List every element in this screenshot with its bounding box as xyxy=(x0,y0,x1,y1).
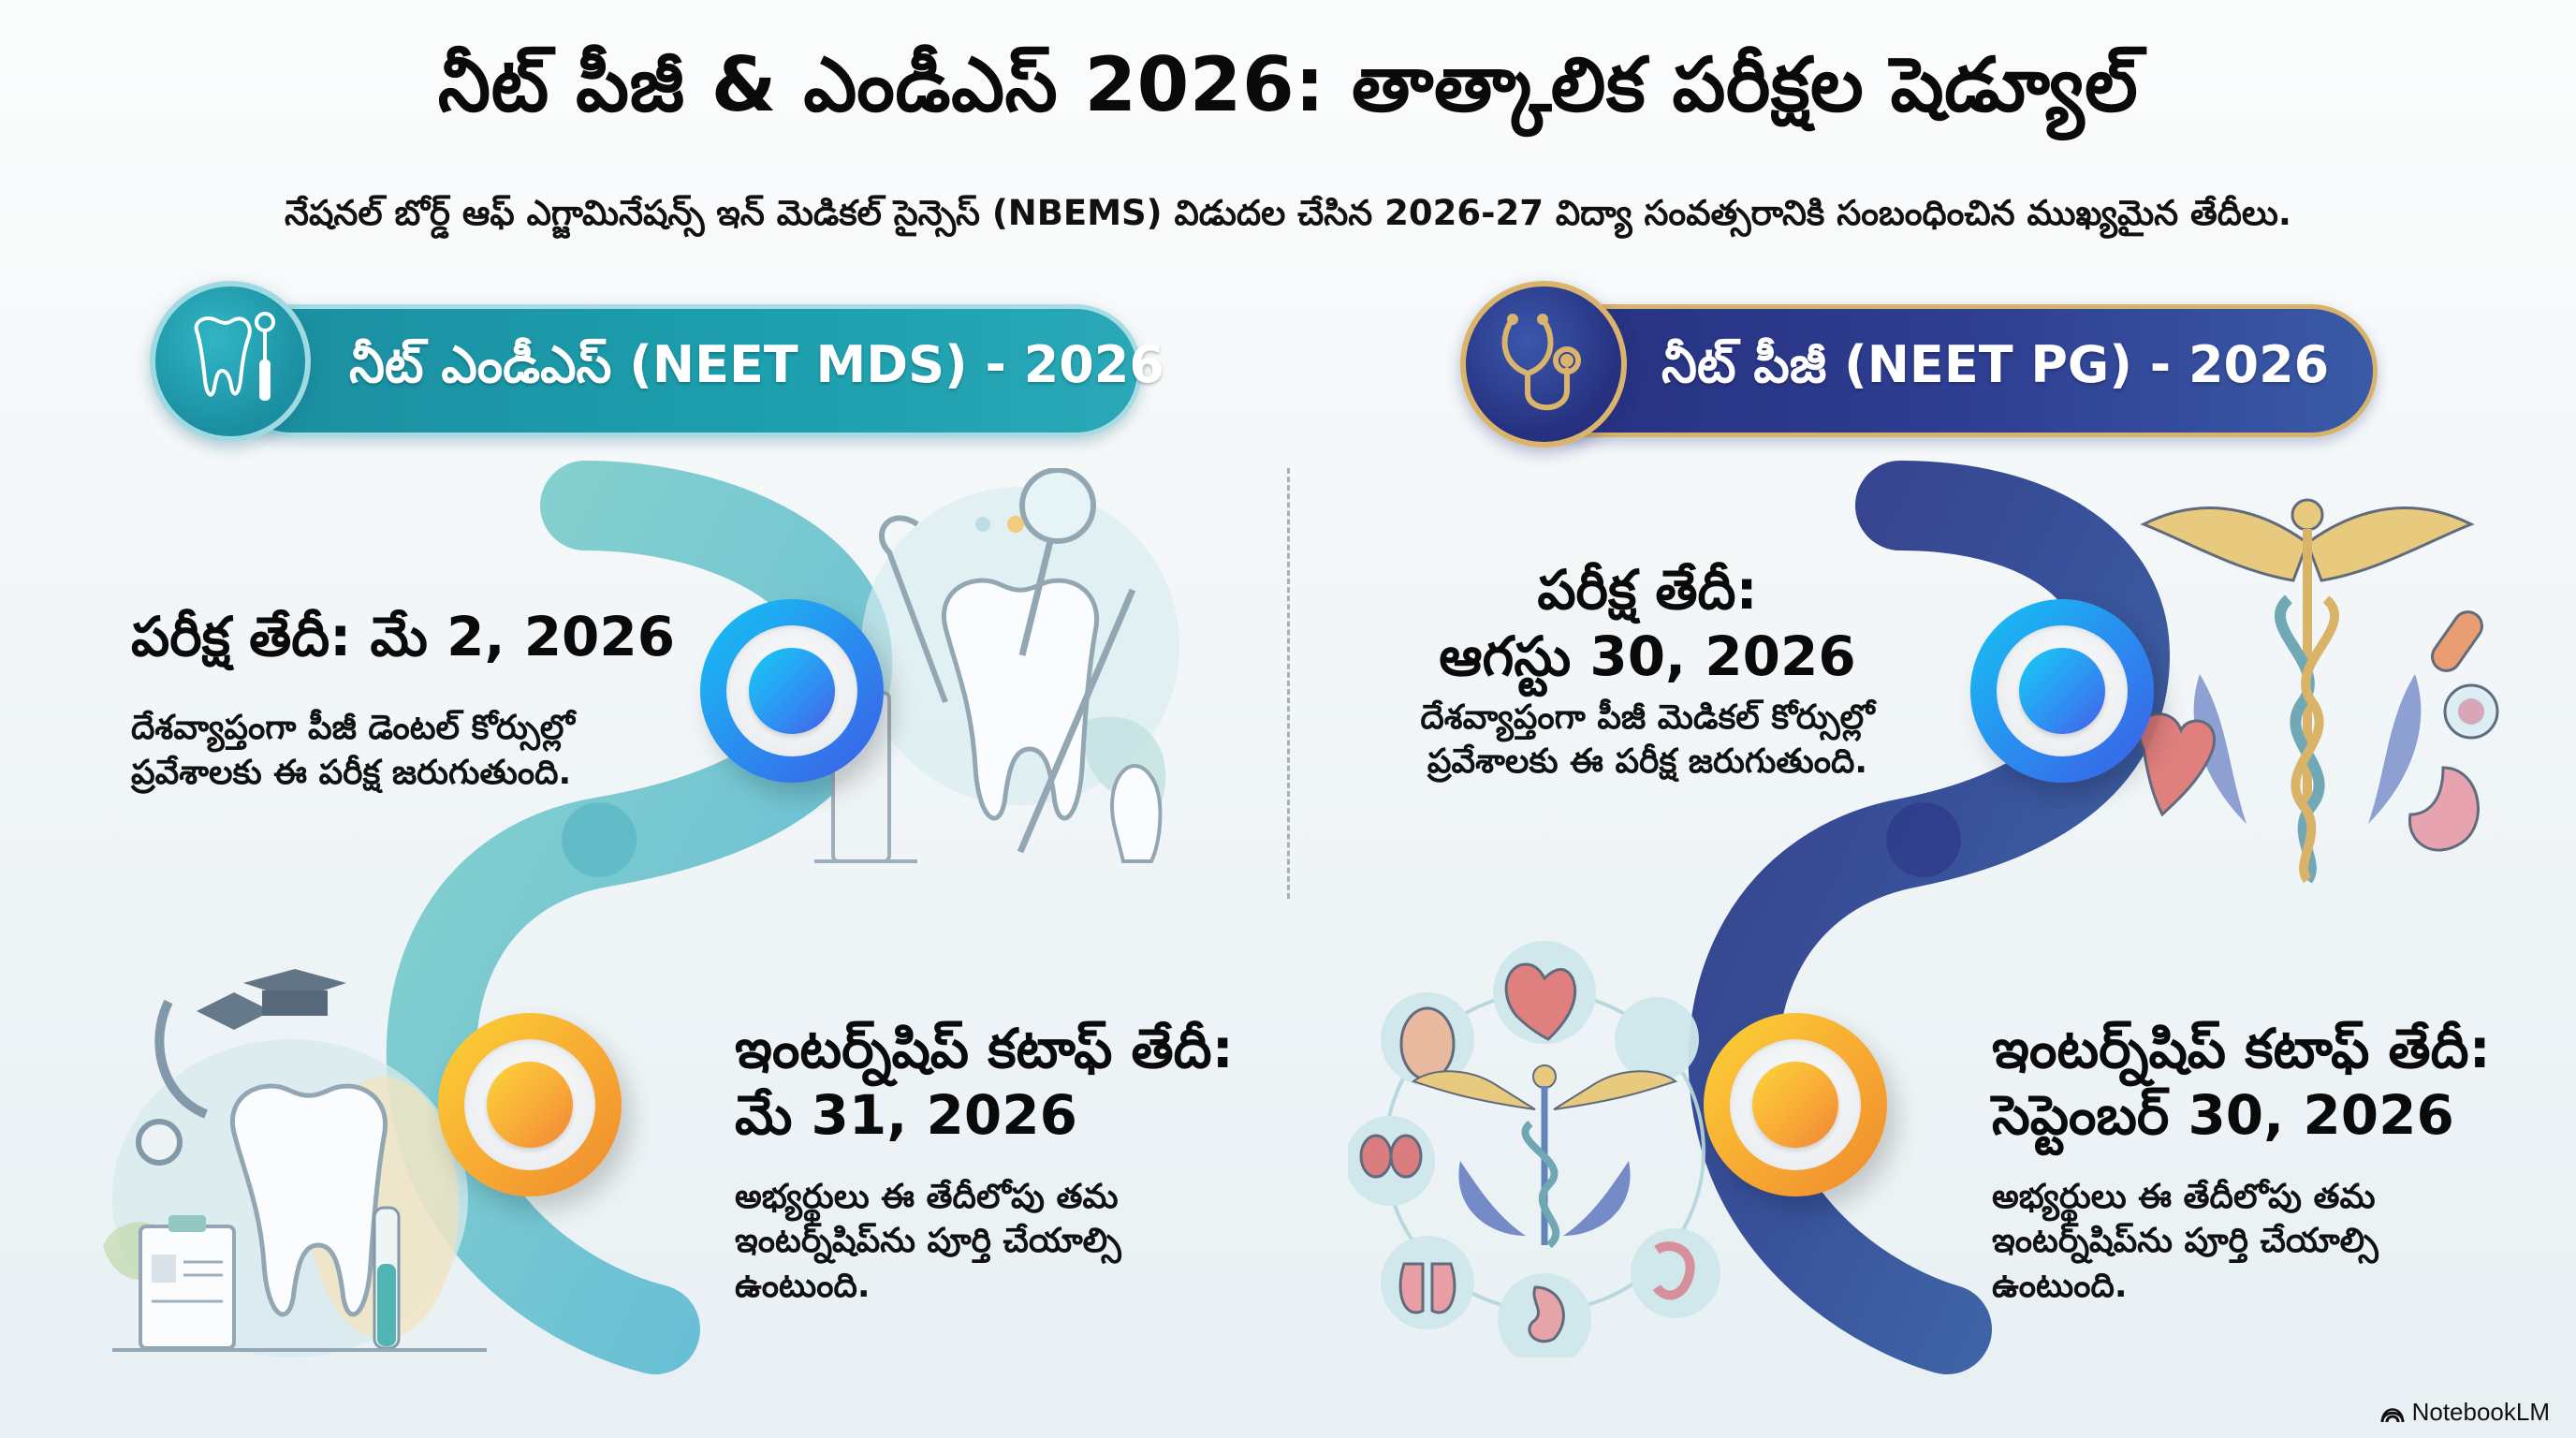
neet-pg-title: నీట్ పీజీ (NEET PG) - 2026 xyxy=(1661,334,2330,394)
pg-exam-date-heading: పరీక్ష తేదీ: xyxy=(1537,558,1758,622)
mds-exam-date-block: పరీక్ష తేదీ: మే 2, 2026 దేశవ్యాప్తంగా పీ… xyxy=(131,604,693,796)
pg-internship-cutoff-description-2: ఇంటర్న్‌షిప్‌ను పూర్తి చేయాల్సి xyxy=(1992,1222,2378,1261)
pg-internship-cutoff-description-1: అభ్యర్థులు ఈ తేదీలోపు తమ xyxy=(1992,1177,2376,1216)
pg-exam-date-value: ఆగస్టు 30, 2026 xyxy=(1439,624,1856,688)
pg-exam-date-block: పరీక్ష తేదీ: ఆగస్టు 30, 2026 దేశవ్యాప్తం… xyxy=(1357,557,1938,785)
dental-instruments-illustration xyxy=(814,468,1179,863)
stethoscope-icon xyxy=(1460,281,1627,448)
mds-internship-cutoff-heading: ఇంటర్న్‌షిప్ కటాఫ్ తేదీ: xyxy=(735,1017,1234,1080)
section-divider xyxy=(1287,468,1290,899)
organs-wheel-illustration xyxy=(1348,941,1720,1357)
page-title: నీట్ పీజీ & ఎండీఎస్ 2026: తాత్కాలిక పరీక… xyxy=(437,41,2139,128)
pg-internship-cutoff-heading: ఇంటర్న్‌షిప్ కటాఫ్ తేదీ: xyxy=(1992,1017,2491,1080)
pg-exam-date-description-1: దేశవ్యాప్తంగా పీజీ మెడికల్ కోర్సుల్లో xyxy=(1420,697,1875,737)
mds-internship-cutoff-description-2: ఇంటర్న్‌షిప్‌ను పూర్తి చేయాల్సి xyxy=(735,1222,1121,1261)
mds-internship-cutoff-marker xyxy=(438,1013,622,1196)
neet-mds-header-pill: నీట్ ఎండీఎస్ (NEET MDS) - 2026 xyxy=(225,304,1164,437)
dental-education-illustration xyxy=(103,969,487,1357)
pg-internship-cutoff-marker xyxy=(1704,1013,1887,1196)
tooth-mirror-icon xyxy=(150,281,311,442)
brand-label: NotebookLM xyxy=(2411,1398,2550,1426)
neet-pg-header-pill: నీట్ పీజీ (NEET PG) - 2026 xyxy=(1516,304,2378,437)
pg-internship-cutoff-description-3: ఉంటుంది. xyxy=(1992,1267,2128,1306)
pg-internship-cutoff-block: ఇంటర్న్‌షిప్ కటాఫ్ తేదీ: సెప్టెంబర్ 30, … xyxy=(1992,1016,2554,1309)
notebooklm-logo-icon xyxy=(2380,1407,2405,1422)
notebooklm-watermark: NotebookLM xyxy=(2380,1398,2550,1427)
mds-exam-date-description-2: ప్రవేశాలకు ఈ పరీక్ష జరుగుతుంది. xyxy=(131,753,572,792)
neet-mds-title: నీట్ ఎండీఎస్ (NEET MDS) - 2026 xyxy=(349,334,1164,394)
mds-internship-cutoff-description-3: ఉంటుంది. xyxy=(735,1267,871,1306)
mds-internship-cutoff-block: ఇంటర్న్‌షిప్ కటాఫ్ తేదీ: మే 31, 2026 అభ్… xyxy=(735,1016,1259,1309)
caduceus-organs-illustration xyxy=(2137,498,2499,884)
pg-internship-cutoff-date: సెప్టెంబర్ 30, 2026 xyxy=(1992,1082,2454,1147)
pg-exam-date-marker xyxy=(1970,599,2154,783)
mds-exam-date-description-1: దేశవ్యాప్తంగా పీజీ డెంటల్ కోర్సుల్లో xyxy=(131,708,575,747)
mds-exam-date-marker xyxy=(700,599,884,783)
mds-internship-cutoff-description-1: అభ్యర్థులు ఈ తేదీలోపు తమ xyxy=(735,1177,1119,1216)
page-subtitle: నేషనల్ బోర్డ్ ఆఫ్ ఎగ్జామినేషన్స్ ఇన్ మెడ… xyxy=(285,193,2291,233)
mds-exam-date-heading: పరీక్ష తేదీ: మే 2, 2026 xyxy=(131,605,676,668)
pg-exam-date-description-2: ప్రవేశాలకు ఈ పరీక్ష జరుగుతుంది. xyxy=(1427,742,1868,782)
mds-internship-cutoff-date: మే 31, 2026 xyxy=(735,1082,1077,1147)
